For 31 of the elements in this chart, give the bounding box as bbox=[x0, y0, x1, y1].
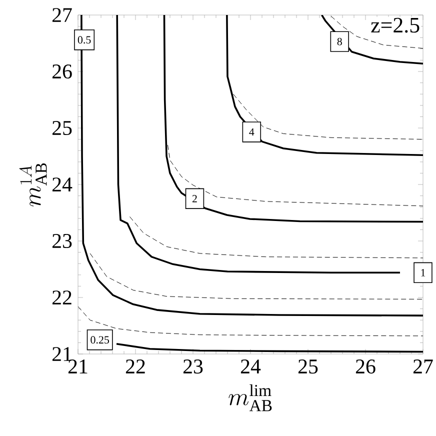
x-tick-label: 23 bbox=[183, 360, 203, 374]
x-tick-label: 21 bbox=[68, 360, 88, 374]
y-tick-label: 27 bbox=[52, 8, 72, 22]
line-series bbox=[226, 15, 423, 156]
annotation: 0.25 bbox=[90, 336, 110, 344]
line-series bbox=[78, 306, 423, 336]
y-tick-label: 26 bbox=[52, 64, 72, 79]
y-tick-label: 21 bbox=[52, 347, 72, 361]
line-series bbox=[320, 15, 423, 64]
y-tick-label: 24 bbox=[52, 178, 72, 192]
annotation: 1 bbox=[421, 269, 426, 276]
x-tick-label: 22 bbox=[126, 360, 145, 374]
annotation: 2 bbox=[192, 195, 197, 202]
line-series bbox=[90, 253, 423, 300]
y-axis-title: $m_{\mathrm{AB}}^{1A}$ bbox=[19, 163, 47, 206]
x-tick-label: 25 bbox=[298, 360, 318, 374]
y-tick-label: 25 bbox=[52, 120, 72, 136]
y-tick-label: 23 bbox=[52, 234, 72, 248]
annotation: 8 bbox=[337, 38, 342, 46]
line-series bbox=[116, 342, 423, 353]
annotation: 4 bbox=[249, 128, 254, 136]
line-series bbox=[130, 216, 423, 258]
line-series bbox=[163, 15, 423, 223]
annotation: 0.5 bbox=[78, 36, 91, 44]
x-tick-label: 26 bbox=[356, 360, 376, 374]
x-tick-label: 27 bbox=[413, 360, 433, 374]
line-series bbox=[330, 16, 423, 49]
y-tick-label: 22 bbox=[52, 290, 72, 304]
x-tick-label: 24 bbox=[240, 360, 261, 374]
annotation: z=2.5 bbox=[371, 18, 420, 33]
x-axis-title: $m_{\mathrm{AB}}^{\mathrm{lim}}$ bbox=[228, 384, 272, 412]
